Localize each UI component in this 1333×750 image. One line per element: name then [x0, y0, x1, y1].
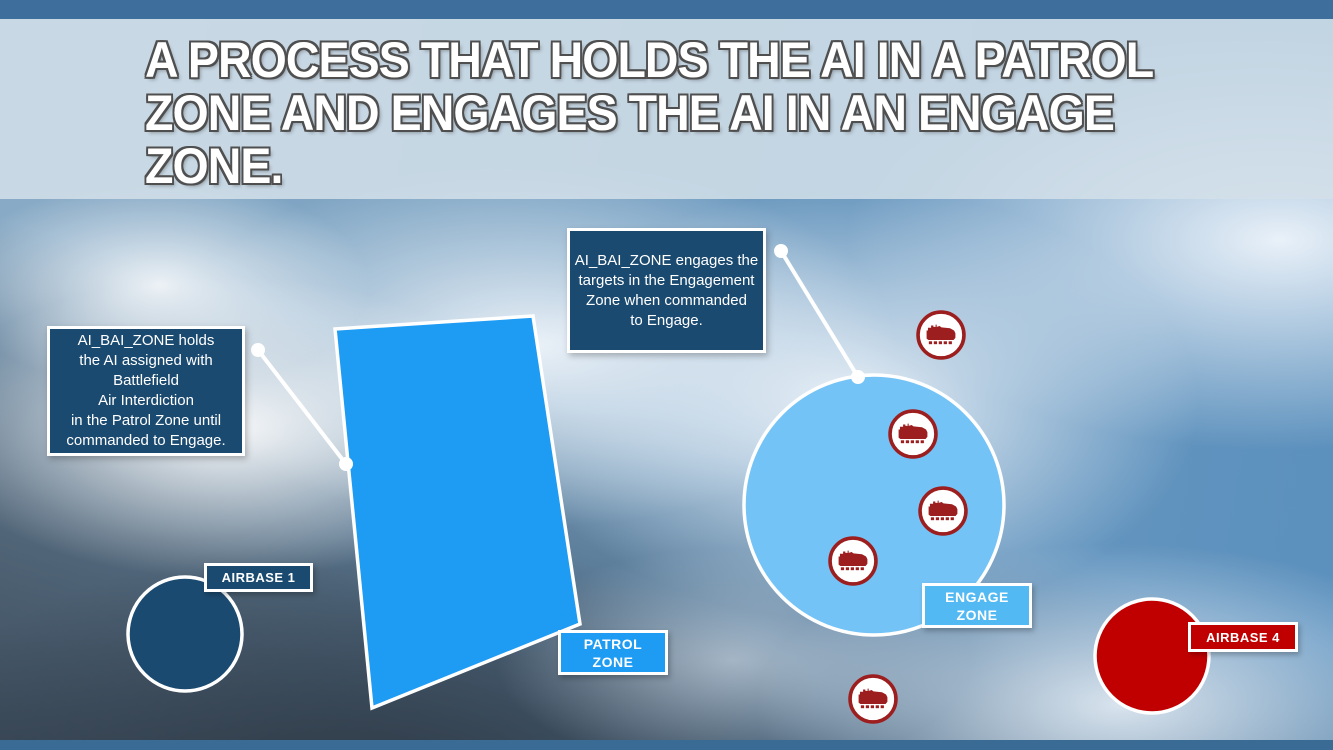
connector-endpoint-dot: [851, 370, 865, 384]
tank-icon: [828, 536, 878, 586]
top-bar: [0, 0, 1333, 19]
airbase-4-circle: [1093, 597, 1211, 715]
title-line: ZONE.: [145, 138, 283, 194]
airbase-1-circle: [126, 575, 244, 693]
callout-line: Air Interdiction: [98, 392, 194, 409]
callout-line: in the Patrol Zone until: [70, 412, 222, 429]
zone-label-line: PATROL: [583, 635, 643, 652]
tank-icon: [848, 674, 898, 724]
title-line: ZONE AND ENGAGES THE AI IN AN ENGAGE: [145, 85, 1115, 141]
engage-zone-shape: [742, 373, 1006, 637]
zone-label-line: ZONE: [956, 606, 998, 623]
connector-endpoint-dot: [339, 457, 353, 471]
tank-icon: [888, 409, 938, 459]
callout-line: targets in the Engagement: [578, 271, 755, 289]
connector-endpoint-dot: [774, 244, 788, 258]
patrol-zone-shape: [333, 314, 582, 711]
tank-icon: [918, 486, 968, 536]
airbase-4-label: AIRBASE 4: [1188, 622, 1298, 652]
title-band: [0, 19, 1333, 199]
engage-callout: AI_BAI_ZONE engages the targets in the E…: [567, 228, 766, 353]
engage-zone-label: ENGAGE ZONE: [922, 583, 1032, 628]
callout-connector-line: [256, 348, 348, 466]
patrol-hold-callout: AI_BAI_ZONE holds the AI assigned with B…: [47, 326, 245, 456]
callout-line: the AI assigned with: [79, 352, 213, 369]
callout-connector-line: [779, 249, 860, 379]
slide-title: A PROCESS THAT HOLDS THE AI IN A PATROL …: [145, 32, 1154, 194]
zone-label-line: ENGAGE: [945, 588, 1009, 605]
callout-line: Zone when commanded: [586, 291, 747, 309]
patrol-zone-label: PATROL ZONE: [558, 630, 668, 675]
zone-label-line: ZONE: [592, 653, 634, 670]
callout-line: AI_BAI_ZONE engages the: [574, 251, 759, 269]
bottom-bar: [0, 740, 1333, 750]
connector-endpoint-dot: [251, 343, 265, 357]
title-line: A PROCESS THAT HOLDS THE AI IN A PATROL: [145, 32, 1154, 88]
tank-icon: [916, 310, 966, 360]
callout-line: to Engage.: [630, 311, 703, 329]
callout-line: commanded to Engage.: [66, 432, 226, 449]
airbase-1-label: AIRBASE 1: [204, 563, 313, 592]
callout-line: Battlefield: [113, 372, 179, 389]
callout-line: AI_BAI_ZONE holds: [77, 332, 215, 349]
